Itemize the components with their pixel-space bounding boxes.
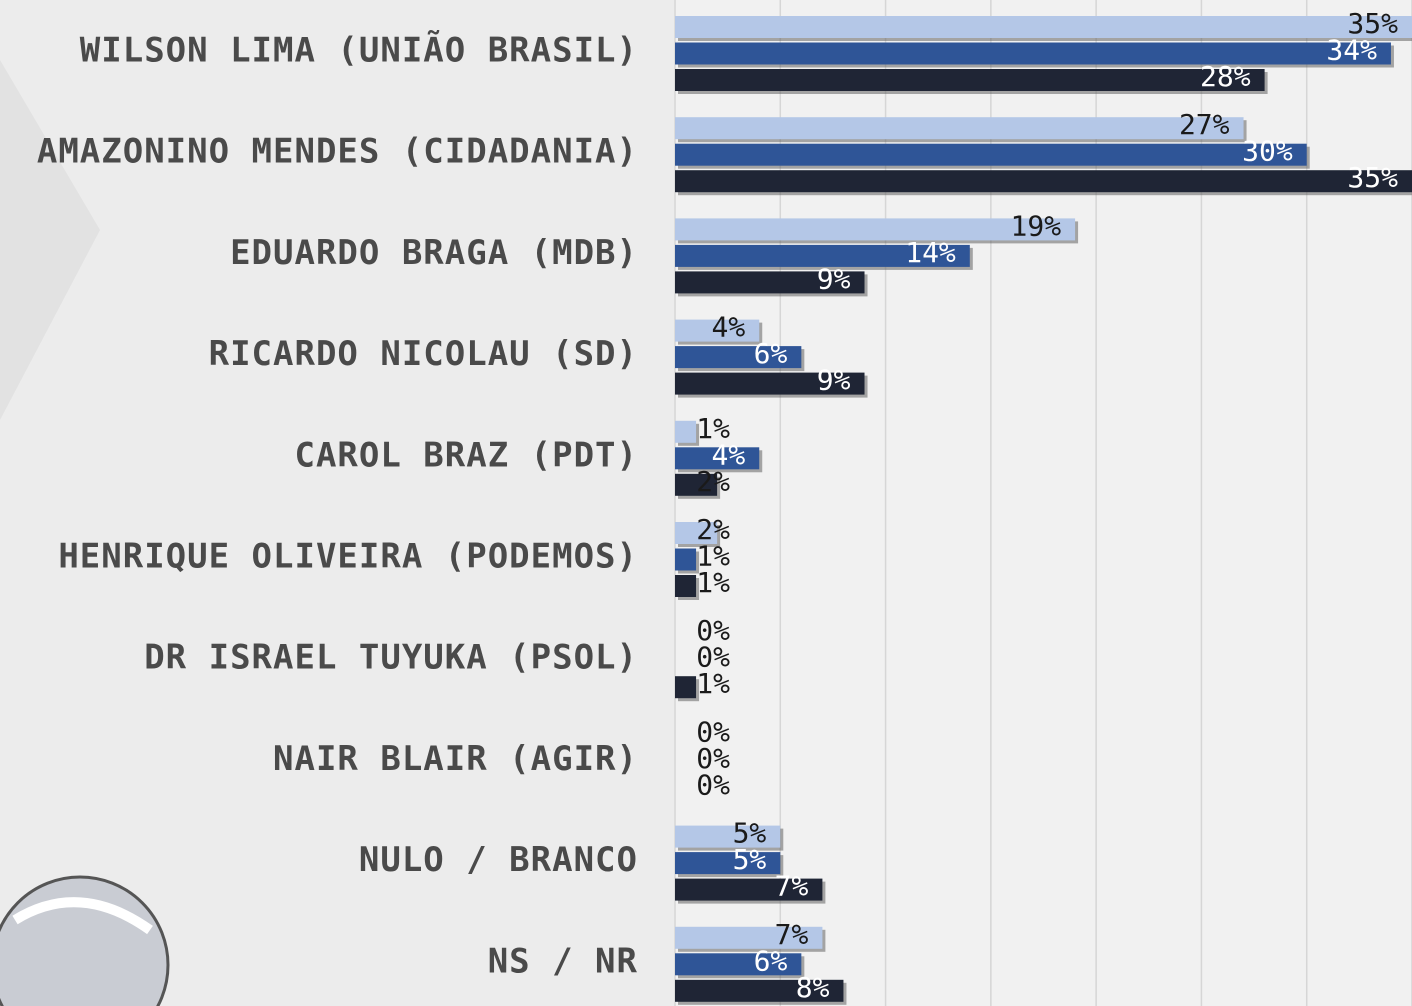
category-label: AMAZONINO MENDES (CIDADANIA): [37, 132, 638, 172]
bar: [675, 372, 865, 395]
logo: [0, 875, 170, 1006]
value-label: 1%: [696, 540, 730, 573]
value-label: 0%: [696, 641, 730, 674]
bar: [675, 473, 718, 496]
decor: [0, 60, 100, 420]
value-label: 4%: [712, 438, 746, 471]
value-label: 4%: [712, 311, 746, 344]
value-label: 7%: [775, 870, 809, 903]
value-label: 8%: [796, 971, 830, 1004]
value-label: 0%: [696, 715, 730, 748]
bar: [675, 218, 1076, 241]
bar: [675, 676, 697, 699]
bar: [675, 953, 802, 976]
category-label: NS / NR: [488, 941, 638, 981]
value-label: 28%: [1200, 60, 1251, 93]
bar: [675, 117, 1244, 140]
value-label: 19%: [1011, 209, 1062, 242]
value-label: 1%: [696, 566, 730, 599]
bar: [675, 16, 1412, 38]
bar: [675, 69, 1265, 91]
bar: [675, 548, 697, 571]
value-label: 2%: [696, 465, 730, 498]
bar: [675, 825, 781, 848]
value-label: 9%: [817, 364, 851, 397]
value-label: 9%: [817, 262, 851, 295]
value-label: 27%: [1179, 108, 1230, 141]
value-label: 6%: [754, 337, 788, 370]
bar: [675, 852, 781, 875]
bar: [675, 575, 697, 597]
category-label: NULO / BRANCO: [359, 840, 638, 880]
value-label: 0%: [696, 768, 730, 801]
category-label: HENRIQUE OLIVEIRA (PODEMOS): [58, 537, 638, 577]
value-label: 0%: [696, 614, 730, 647]
bar: [675, 420, 697, 443]
value-label: 14%: [905, 236, 956, 269]
bar: [675, 319, 760, 342]
value-label: 5%: [733, 817, 767, 850]
category-label: DR ISRAEL TUYUKA (PSOL): [144, 638, 638, 678]
value-label: 35%: [1347, 7, 1398, 40]
value-label: 7%: [775, 918, 809, 951]
category-label: EDUARDO BRAGA (MDB): [230, 233, 638, 273]
category-label: RICARDO NICOLAU (SD): [209, 334, 638, 374]
bar: [675, 522, 718, 544]
bar: [675, 42, 1391, 65]
value-label: 30%: [1242, 135, 1293, 168]
value-label: 0%: [696, 742, 730, 775]
value-label: 1%: [696, 412, 730, 445]
category-label: NAIR BLAIR (AGIR): [273, 739, 638, 779]
value-label: 1%: [696, 667, 730, 700]
bar: [675, 447, 760, 470]
category-label: WILSON LIMA (UNIÃO BRASIL): [80, 30, 638, 71]
category-label: CAROL BRAZ (PDT): [294, 435, 638, 475]
bar: [675, 271, 865, 294]
bar: [675, 170, 1412, 193]
bar: [675, 244, 970, 267]
value-label: 35%: [1347, 161, 1398, 194]
value-label: 5%: [733, 843, 767, 876]
bar: [675, 926, 823, 949]
bar: [675, 979, 844, 1002]
bar: [675, 143, 1307, 166]
value-label: 2%: [696, 513, 730, 546]
value-label: 6%: [754, 944, 788, 977]
bar: [675, 878, 823, 901]
bar: [675, 346, 802, 369]
value-label: 34%: [1326, 34, 1377, 67]
